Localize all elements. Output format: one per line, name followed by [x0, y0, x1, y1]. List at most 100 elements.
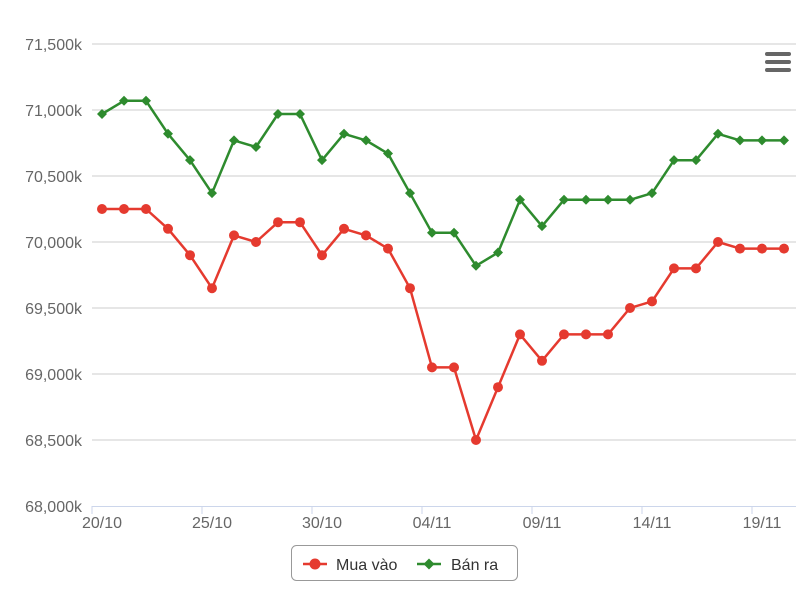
legend-label: Bán ra: [451, 557, 498, 574]
series-lines: [97, 95, 789, 445]
data-point[interactable]: [273, 217, 283, 228]
data-point[interactable]: [779, 135, 789, 146]
data-point[interactable]: [757, 135, 767, 146]
data-point[interactable]: [229, 230, 239, 241]
y-tick-label: 70,500k: [25, 169, 83, 186]
data-point[interactable]: [493, 382, 503, 393]
data-point[interactable]: [427, 362, 437, 373]
data-point[interactable]: [581, 329, 591, 340]
data-point[interactable]: [185, 155, 195, 166]
data-point[interactable]: [581, 194, 591, 205]
x-tick-label: 19/11: [743, 515, 782, 532]
data-point[interactable]: [361, 230, 371, 241]
legend-diamond-marker-icon: [423, 558, 435, 570]
x-tick-label: 20/10: [82, 515, 122, 532]
legend-item-mua-vao[interactable]: Mua vào: [303, 557, 397, 574]
data-point[interactable]: [163, 128, 173, 139]
data-point[interactable]: [427, 227, 437, 238]
chart-menu-button[interactable]: [758, 48, 794, 78]
data-point[interactable]: [119, 95, 129, 106]
legend-box: [291, 545, 518, 581]
legend-label: Mua vào: [336, 557, 397, 574]
data-point[interactable]: [251, 237, 261, 247]
series-line[interactable]: [101, 99, 784, 268]
data-point[interactable]: [735, 243, 745, 254]
data-point[interactable]: [185, 250, 195, 261]
data-point[interactable]: [515, 194, 525, 205]
data-point[interactable]: [251, 141, 261, 152]
x-tick-label: 04/11: [413, 515, 452, 532]
data-point[interactable]: [669, 155, 679, 166]
data-point[interactable]: [339, 128, 349, 139]
data-point[interactable]: [603, 194, 613, 205]
x-axis: 20/10 25/10 30/10 04/11 09/11 14/11 19/11: [82, 506, 796, 532]
data-point[interactable]: [295, 217, 305, 228]
y-tick-label: 68,500k: [25, 433, 83, 450]
data-point[interactable]: [449, 362, 459, 373]
data-point[interactable]: [295, 108, 305, 119]
data-point[interactable]: [625, 194, 635, 205]
series-ban-ra[interactable]: [97, 95, 789, 271]
data-point[interactable]: [471, 435, 481, 445]
data-point[interactable]: [647, 296, 657, 307]
data-point[interactable]: [229, 135, 239, 146]
data-point[interactable]: [559, 329, 569, 340]
data-point[interactable]: [449, 227, 459, 238]
data-point[interactable]: [603, 329, 613, 340]
data-point[interactable]: [405, 283, 415, 294]
legend-item-ban-ra[interactable]: Bán ra: [417, 557, 498, 574]
data-point[interactable]: [559, 194, 569, 205]
series-mua-vao[interactable]: [97, 204, 789, 445]
data-point[interactable]: [97, 108, 107, 119]
data-point[interactable]: [317, 155, 327, 166]
data-point[interactable]: [757, 243, 767, 254]
data-point[interactable]: [383, 243, 393, 254]
legend-circle-marker-icon: [309, 558, 321, 570]
series-line[interactable]: [102, 207, 784, 442]
data-point[interactable]: [163, 223, 173, 234]
data-point[interactable]: [493, 247, 503, 258]
data-point[interactable]: [713, 237, 723, 247]
x-tick-label: 30/10: [302, 515, 342, 532]
x-tick-label: 09/11: [523, 515, 562, 532]
x-tick-label: 14/11: [633, 515, 672, 532]
data-point[interactable]: [735, 135, 745, 146]
data-point[interactable]: [317, 250, 327, 261]
y-tick-label: 69,500k: [25, 301, 83, 318]
grid-lines: [92, 43, 796, 441]
data-point[interactable]: [691, 155, 701, 166]
data-point[interactable]: [207, 283, 217, 294]
data-point[interactable]: [97, 204, 107, 214]
data-point[interactable]: [713, 128, 723, 139]
data-point[interactable]: [141, 95, 151, 106]
data-point[interactable]: [669, 263, 679, 274]
hamburger-menu-icon: [765, 52, 791, 56]
hamburger-menu-icon-bar: [765, 68, 791, 72]
data-point[interactable]: [273, 108, 283, 119]
data-point[interactable]: [779, 243, 789, 254]
data-point[interactable]: [383, 148, 393, 159]
data-point[interactable]: [361, 135, 371, 146]
y-tick-label: 68,000k: [25, 499, 83, 516]
legend[interactable]: Mua vào Bán ra: [291, 545, 518, 581]
y-tick-label: 71,000k: [25, 103, 83, 120]
data-point[interactable]: [515, 329, 525, 340]
data-point[interactable]: [537, 221, 547, 232]
y-tick-label: 69,000k: [25, 367, 83, 384]
data-point[interactable]: [405, 188, 415, 199]
data-point[interactable]: [647, 188, 657, 199]
data-point[interactable]: [625, 303, 635, 313]
data-point[interactable]: [207, 188, 217, 199]
y-tick-label: 71,500k: [25, 37, 83, 54]
data-point[interactable]: [141, 204, 151, 214]
y-tick-label: 70,000k: [25, 235, 83, 252]
data-point[interactable]: [471, 260, 481, 271]
data-point[interactable]: [339, 223, 349, 234]
data-point[interactable]: [691, 263, 701, 274]
y-axis-tick-labels: 68,000k 68,500k 69,000k 69,500k 70,000k 70,50…: [25, 37, 83, 516]
data-point[interactable]: [119, 204, 129, 214]
data-point[interactable]: [537, 355, 547, 366]
x-tick-label: 25/10: [192, 515, 232, 532]
